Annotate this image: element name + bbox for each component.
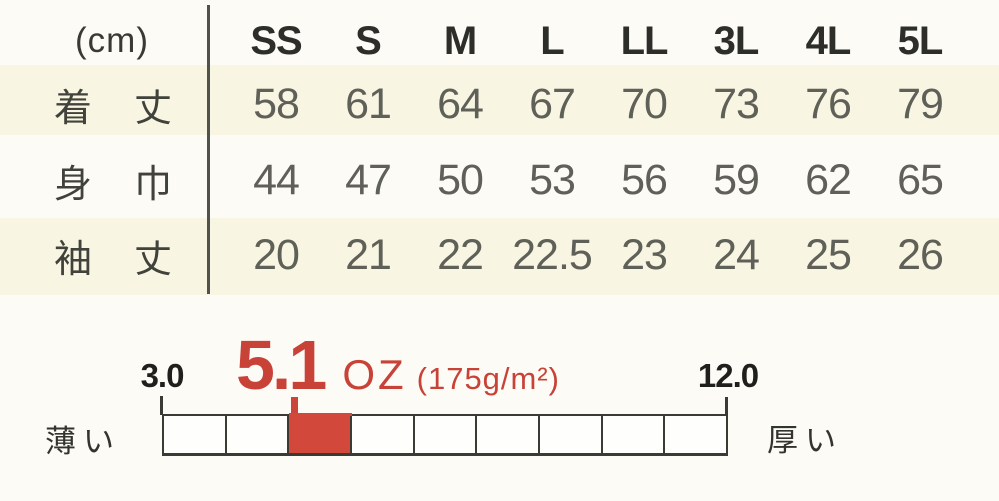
scale-tick-max: [725, 397, 728, 415]
row-label-body-length: 着 丈: [54, 79, 172, 130]
size-header-5l: 5L: [897, 18, 944, 63]
size-value: 67: [529, 79, 576, 128]
size-value: 20: [253, 230, 300, 279]
size-value: 70: [621, 79, 668, 128]
row-stripe-1: [0, 65, 999, 135]
size-header-m: M: [443, 18, 477, 63]
row-stripe-2: [0, 218, 999, 295]
size-header-ll: LL: [620, 18, 669, 63]
size-value: 53: [529, 155, 576, 204]
row-label-char: 丈: [133, 238, 172, 281]
size-header-4l: 4L: [805, 18, 852, 63]
size-value: 64: [437, 79, 484, 128]
size-value: 47: [345, 155, 392, 204]
scale-segment: [477, 416, 541, 453]
scale-tick-value: [291, 397, 298, 415]
row-label-char: 着: [54, 87, 93, 130]
size-header-l: L: [540, 18, 564, 63]
thin-label: 薄い: [45, 424, 121, 459]
row-label-body-width: 身 巾: [54, 155, 172, 206]
fabric-weight-unit: OZ: [342, 351, 407, 398]
fabric-weight-value: 5.1: [236, 326, 327, 404]
scale-min-label: 3.0: [140, 357, 185, 394]
size-value: 61: [345, 79, 392, 128]
row-values-sleeve-length: 20 21 22 22.5 23 24 25 26: [230, 230, 966, 280]
scale-segment: [540, 416, 603, 453]
scale-max-label: 12.0: [697, 357, 759, 394]
size-value: 58: [253, 79, 300, 128]
thick-label: 厚い: [767, 423, 843, 458]
row-values-body-width: 44 47 50 53 56 59 62 65: [230, 155, 966, 205]
scale-segment: [352, 416, 415, 453]
size-value: 50: [437, 155, 484, 204]
size-value: 22.5: [512, 230, 593, 279]
scale-segment: [415, 416, 478, 453]
unit-label: (cm): [75, 21, 149, 60]
scale-segment: [665, 416, 726, 453]
size-value: 62: [805, 155, 852, 204]
size-value: 24: [713, 230, 760, 279]
size-value: 23: [621, 230, 668, 279]
row-label-char: 巾: [133, 163, 172, 206]
size-header-3l: 3L: [713, 18, 760, 63]
row-label-char: 丈: [133, 87, 172, 130]
size-value: 25: [805, 230, 852, 279]
fabric-weight-metric: (175g/m²): [416, 361, 561, 396]
thickness-scale-bar: [162, 414, 728, 456]
size-value: 65: [897, 155, 944, 204]
size-value: 21: [345, 230, 392, 279]
size-value: 79: [897, 79, 944, 128]
size-value: 56: [621, 155, 668, 204]
size-value: 59: [713, 155, 760, 204]
size-value: 73: [713, 79, 760, 128]
scale-segment-highlighted: [289, 416, 353, 453]
size-value: 76: [805, 79, 852, 128]
size-value: 44: [253, 155, 300, 204]
scale-tick-min: [160, 396, 163, 415]
scale-segment: [603, 416, 666, 453]
size-header-row: SS S M L LL 3L 4L 5L: [230, 16, 966, 66]
size-header-s: S: [355, 18, 382, 63]
size-value: 26: [897, 230, 944, 279]
row-label-char: 袖: [54, 238, 93, 281]
table-divider-line: [207, 5, 210, 294]
scale-segment: [164, 416, 227, 453]
size-value: 22: [437, 230, 484, 279]
row-label-sleeve-length: 袖 丈: [54, 230, 172, 281]
row-label-char: 身: [54, 163, 93, 206]
scale-segment: [227, 416, 290, 453]
fabric-weight-headline: 5.1 OZ (175g/m²): [236, 330, 560, 400]
row-values-body-length: 58 61 64 67 70 73 76 79: [230, 79, 966, 129]
size-header-ss: SS: [250, 18, 302, 63]
